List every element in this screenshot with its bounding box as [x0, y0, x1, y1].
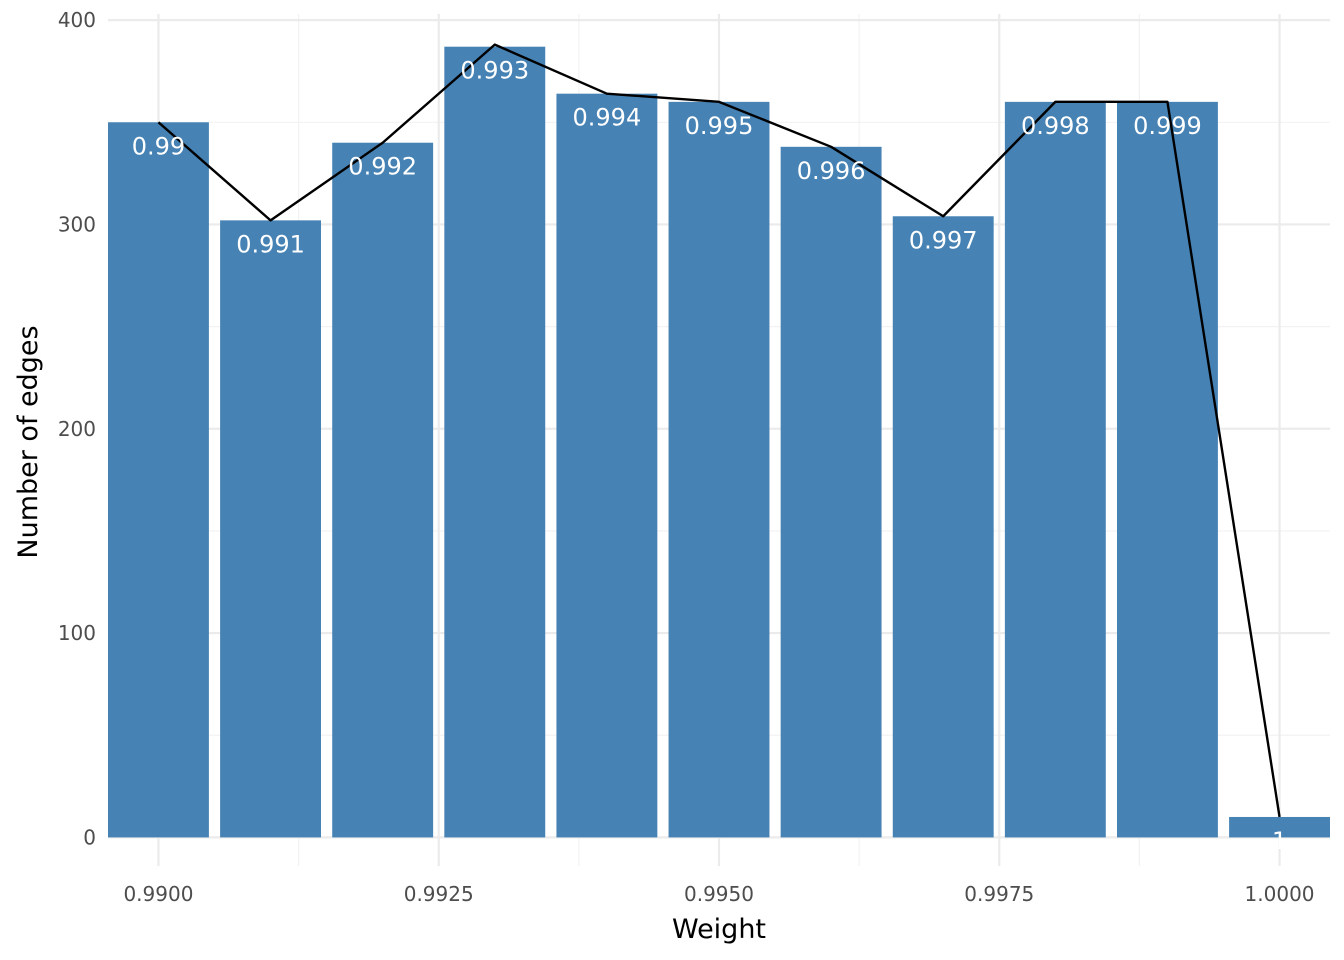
x-tick-label: 1.0000 — [1245, 882, 1315, 906]
y-axis-title: Number of edges — [13, 325, 44, 558]
line-layer — [157, 43, 1281, 818]
bar-label: 0.995 — [685, 112, 754, 140]
bar — [1229, 816, 1330, 838]
y-tick-label: 200 — [58, 417, 96, 441]
bar-label: 1 — [1272, 827, 1287, 855]
bar-label: 0.999 — [1133, 112, 1202, 140]
bar — [1004, 101, 1106, 838]
y-tick-label: 0 — [83, 825, 96, 849]
bar — [332, 142, 434, 838]
x-tick-label: 0.9900 — [123, 882, 193, 906]
bar-label: 0.996 — [797, 157, 866, 185]
series-line — [157, 43, 1281, 818]
bar — [1116, 101, 1218, 838]
x-tick-label: 0.9950 — [684, 882, 754, 906]
bar-label: 0.993 — [460, 57, 529, 85]
bar-label: 0.992 — [348, 153, 417, 181]
x-tick-label: 0.9925 — [404, 882, 474, 906]
bar-label: 0.997 — [909, 226, 978, 254]
bar — [668, 101, 770, 838]
y-tick-label: 100 — [58, 621, 96, 645]
bar — [556, 93, 658, 838]
x-axis-title: Weight — [672, 914, 766, 945]
bar-label: 0.991 — [236, 230, 305, 258]
bar-label: 0.998 — [1021, 112, 1090, 140]
bar-label: 0.994 — [573, 104, 642, 132]
bar-labels-layer: 0.99 0.991 0.992 0.993 0.994 0.995 0.996 0.997 0… — [132, 57, 1287, 855]
y-tick-label: 300 — [58, 212, 96, 236]
bar — [108, 122, 209, 838]
bar — [444, 46, 546, 838]
bar — [780, 146, 882, 838]
bar-label: 0.99 — [132, 132, 185, 160]
ticks-layer: 0.9900 0.9925 0.9950 0.9975 1.0000 0 100 200 300… — [58, 8, 1315, 906]
bars-layer — [108, 46, 1330, 838]
y-tick-label: 400 — [58, 8, 96, 32]
bar — [220, 220, 322, 838]
bar — [892, 216, 994, 838]
x-tick-label: 0.9975 — [964, 882, 1034, 906]
